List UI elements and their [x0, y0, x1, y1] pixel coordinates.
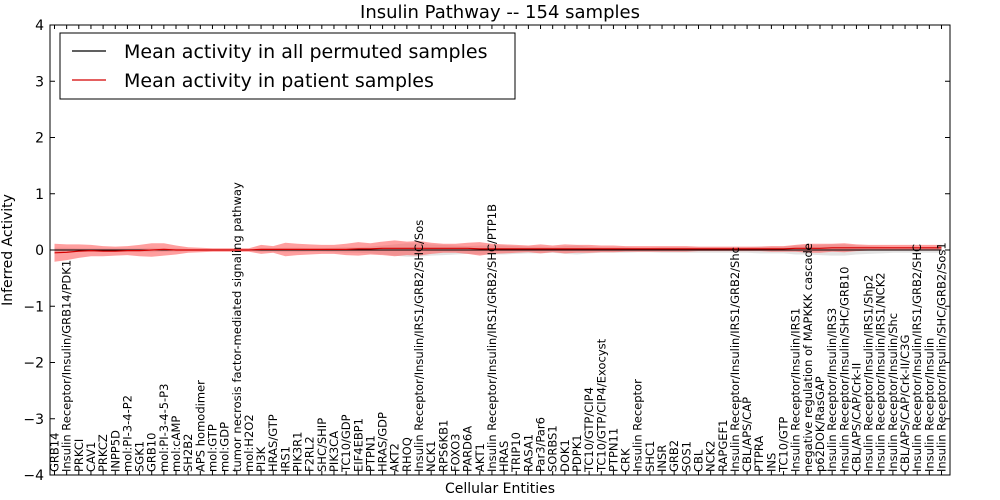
x-tick-label: CAV1 [84, 442, 98, 472]
x-tick-label: p62DOK/RasGAP [813, 376, 827, 472]
x-tick-label: PARD6A [461, 426, 475, 472]
x-axis-label: Cellular Entities [445, 481, 555, 497]
x-tick-label: Insulin Receptor/Insulin/SHC/GRB10 [837, 267, 851, 472]
chart-title: Insulin Pathway -- 154 samples [360, 2, 640, 23]
x-tick-label: HRAS/GTP [266, 414, 280, 472]
x-tick-label: INPP5D [108, 430, 122, 472]
x-tick-label: mol:GDP [218, 422, 232, 472]
x-tick-label: Insulin Receptor/Insulin/IRS1/GRB2/SHC/P… [485, 204, 499, 472]
x-tick-label: CRK [619, 448, 633, 472]
x-tick-label: Insulin Receptor [631, 379, 645, 472]
x-tick-label: HRAS/GDP [376, 412, 390, 472]
x-tick-label: CBL/APS/CAP/Crk-II/C3G [898, 335, 912, 472]
x-tick-label: SOS1 [679, 441, 693, 472]
x-tick-label: PIK3CA [327, 431, 341, 472]
x-tick-label: GRB10 [145, 433, 159, 472]
y-tick-label: 2 [35, 131, 44, 147]
x-tick-label: AKT2 [388, 443, 402, 472]
x-tick-label: CBL/APS/CAP/Crk-II [849, 363, 863, 472]
y-tick-label: 3 [35, 74, 44, 90]
x-tick-label: mol:PI-3-4-P2 [120, 395, 134, 472]
x-tick-label: PTPN1 [363, 435, 377, 472]
x-tick-label: PTPN11 [606, 428, 620, 472]
x-tick-label: RAPGEF1 [716, 420, 730, 472]
x-tick-label: Insulin Receptor/Insulin/Shc [886, 313, 900, 472]
x-tick-label: PRKCZ [96, 434, 110, 472]
x-tick-label: TC10/GTP [777, 417, 791, 473]
legend-label-2: Mean activity in patient samples [124, 70, 434, 92]
x-tick-label: RHOQ [400, 437, 414, 472]
x-tick-label: CBL [692, 449, 706, 472]
x-tick-label: SGK1 [133, 441, 147, 472]
series-line-2 [54, 247, 942, 254]
x-tick-label: mol:cAMP [169, 416, 183, 472]
x-tick-label: Insulin Receptor/Insulin/SHC/GRB2/Sos1 [935, 242, 949, 472]
x-tick-label: SHC/SHIP [315, 418, 329, 472]
x-tick-label: EIF4EBP1 [351, 418, 365, 472]
x-tick-label: NCK1 [424, 441, 438, 473]
x-tick-label: mol:H2O2 [242, 414, 256, 472]
x-tick-label: Par3/Par6 [534, 417, 548, 472]
x-tick-label: Insulin Receptor/Insulin/IRS1 [789, 308, 803, 472]
y-tick-label: 0 [35, 243, 44, 259]
x-tick-label: PDPK1 [570, 434, 584, 472]
x-tick-label: Insulin Receptor/Insulin/IRS1/GRB2/Shc [728, 247, 742, 472]
x-tick-label: TRIP10 [509, 432, 523, 473]
x-tick-label: tumor necrosis factor-mediated signaling… [230, 182, 244, 472]
x-tick-label: HRAS [497, 441, 511, 472]
series-band-2 [54, 240, 942, 262]
x-tick-label: Insulin Receptor/Insulin [922, 338, 936, 472]
x-tick-label: APS homodimer [193, 380, 207, 472]
x-tick-label: PIK3R1 [291, 432, 305, 473]
y-tick-label: 1 [35, 187, 44, 203]
y-tick-label: −2 [23, 356, 44, 372]
legend-box [59, 32, 516, 100]
x-tick-label: Insulin Receptor/Insulin/IRS3 [825, 308, 839, 472]
y-tick-label: −4 [23, 468, 44, 484]
x-tick-label: PI3K [254, 446, 268, 472]
legend-label-1: Mean activity in all permuted samples [124, 41, 487, 63]
x-tick-label: DOK1 [558, 439, 572, 472]
x-tick-label: Insulin Receptor/Insulin/IRS1/GRB2/SHC [910, 244, 924, 472]
x-tick-label: TC10/GTP/CIP4/Exocyst [594, 338, 608, 473]
x-tick-label: CBL/APS/CAP [740, 397, 754, 472]
x-tick-label: GRB14 [48, 433, 62, 472]
y-tick-label: −3 [23, 412, 44, 428]
x-tick-label: RASA1 [521, 434, 535, 472]
x-tick-label: Insulin Receptor/Insulin/IRS1/GRB2/SHC/S… [412, 220, 426, 472]
x-tick-label: SHC1 [643, 441, 657, 472]
x-tick-label: mol:PI-3-4-5-P3 [157, 384, 171, 472]
x-tick-label: mol:GTP [206, 424, 220, 472]
x-tick-label: negative regulation of MAPKKK cascade [801, 243, 815, 472]
x-tick-label: PTPRA [752, 436, 766, 472]
x-tick-label: PRKCI [72, 439, 86, 472]
x-tick-label: INSR [655, 445, 669, 472]
y-axis-label: Inferred Activity [0, 194, 16, 306]
x-tick-label: F2RL2 [303, 436, 317, 472]
x-tick-label: AKT1 [473, 443, 487, 472]
legend: Mean activity in all permuted samples Mea… [59, 32, 516, 100]
x-tick-label: SH2B2 [181, 434, 195, 472]
y-tick-label: 4 [35, 18, 44, 34]
x-tick-label: INS [764, 453, 778, 472]
y-tick-label: −1 [23, 299, 44, 315]
x-tick-label: GRB2 [667, 440, 681, 472]
x-tick-label: Insulin Receptor/Insulin/GRB14/PDK1 [60, 260, 74, 472]
x-tick-label: TC10/GTP/CIP4 [582, 387, 596, 473]
x-tick-label: SORBS1 [546, 425, 560, 472]
x-tick-label: Insulin Receptor/Insulin/IRS1/Shp2 [862, 275, 876, 472]
x-tick-label: FOXO3 [449, 434, 463, 472]
x-tick-label: TC10/GDP [339, 414, 353, 473]
x-tick-label: NCK2 [704, 441, 718, 473]
x-tick-label: IRS1 [278, 446, 292, 472]
x-tick-label: RPS6KB1 [436, 420, 450, 472]
x-tick-label: Insulin Receptor/Insulin/IRS1/NCK2 [874, 272, 888, 472]
